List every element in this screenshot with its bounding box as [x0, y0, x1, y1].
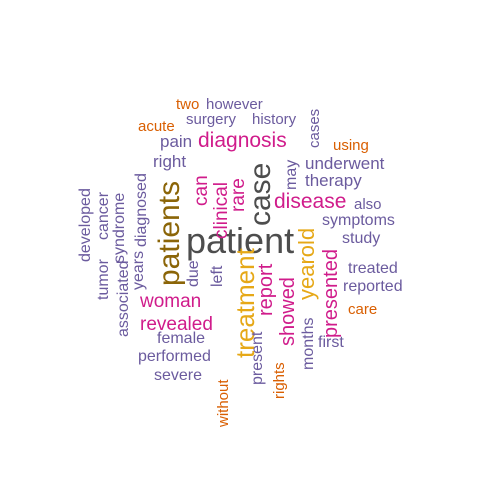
word-first: first — [318, 334, 344, 351]
word-acute: acute — [138, 118, 175, 135]
word-tumor: tumor — [95, 259, 112, 300]
word-performed: performed — [138, 348, 211, 365]
word-months: months — [300, 317, 317, 370]
word-however: however — [206, 96, 263, 113]
word-woman: woman — [140, 291, 202, 312]
word-patient: patient — [186, 220, 295, 261]
word-study: study — [342, 230, 381, 247]
word-rare: rare — [228, 178, 249, 212]
word-case: case — [244, 162, 277, 226]
word-patients: patients — [153, 180, 186, 286]
word-diagnosis: diagnosis — [198, 129, 287, 152]
word-rights: rights — [271, 362, 288, 399]
word-two: two — [176, 96, 200, 113]
word-underwent: underwent — [305, 154, 385, 173]
word-without: without — [215, 379, 232, 427]
word-developed: developed — [77, 188, 94, 262]
word-yearold: yearold — [294, 227, 319, 300]
word-right: right — [153, 152, 187, 171]
word-female: female — [157, 330, 206, 347]
word-history: history — [252, 111, 297, 128]
word-also: also — [354, 196, 382, 213]
word-report: report — [255, 263, 277, 316]
word-cancer: cancer — [95, 191, 112, 240]
word-using: using — [333, 137, 369, 154]
word-severe: severe — [154, 367, 203, 384]
word-disease: disease — [274, 190, 347, 213]
word-showed: showed — [277, 277, 299, 346]
word-present: present — [249, 331, 266, 385]
word-symptoms: symptoms — [322, 212, 395, 229]
word-presented: presented — [320, 249, 342, 338]
word-syndrome: syndrome — [111, 192, 128, 263]
word-diagnosed: diagnosed — [133, 173, 150, 247]
word-reported: reported — [343, 278, 403, 295]
word-due: due — [185, 260, 202, 287]
word-pain: pain — [160, 132, 193, 151]
word-cases: cases — [306, 108, 323, 148]
word-therapy: therapy — [305, 171, 362, 190]
word-revealed: revealed — [140, 314, 213, 335]
word-may: may — [283, 159, 300, 190]
word-associated: associated — [115, 260, 132, 338]
word-can: can — [191, 175, 212, 206]
word-left: left — [209, 265, 226, 287]
word-care: care — [348, 301, 378, 318]
word-years: years — [130, 250, 147, 290]
word-treated: treated — [348, 260, 398, 277]
word-surgery: surgery — [186, 111, 237, 128]
